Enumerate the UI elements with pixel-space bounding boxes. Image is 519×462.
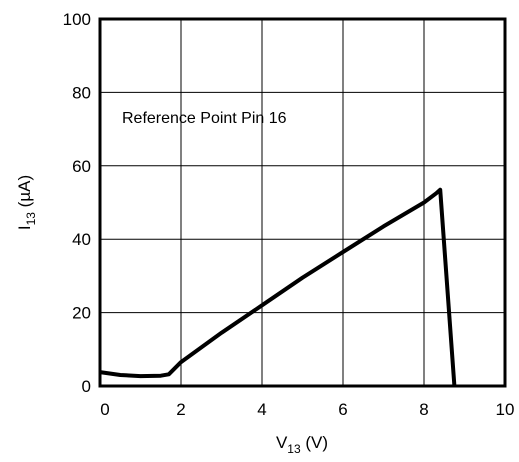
annotation: Reference Point Pin 16 xyxy=(122,110,287,127)
series-line xyxy=(99,187,457,387)
x-tick-label: 8 xyxy=(419,400,428,419)
y-tick-label: 80 xyxy=(72,83,91,102)
x-tick-label: 2 xyxy=(176,400,185,419)
y-tick-label: 60 xyxy=(72,157,91,176)
y-tick-label: 0 xyxy=(82,377,91,396)
x-axis-label: V13 (V) xyxy=(276,433,328,456)
y-axis-label: I13 (µA) xyxy=(15,175,38,230)
x-tick-label: 4 xyxy=(257,400,266,419)
x-tick-label: 6 xyxy=(338,400,347,419)
plot-frame xyxy=(98,17,507,388)
x-tick-label: 10 xyxy=(496,400,515,419)
y-tick-label: 100 xyxy=(63,10,91,29)
y-tick-label: 20 xyxy=(72,304,91,323)
y-tick-label: 40 xyxy=(72,230,91,249)
grid xyxy=(100,19,505,386)
x-tick-label: 0 xyxy=(100,400,109,419)
